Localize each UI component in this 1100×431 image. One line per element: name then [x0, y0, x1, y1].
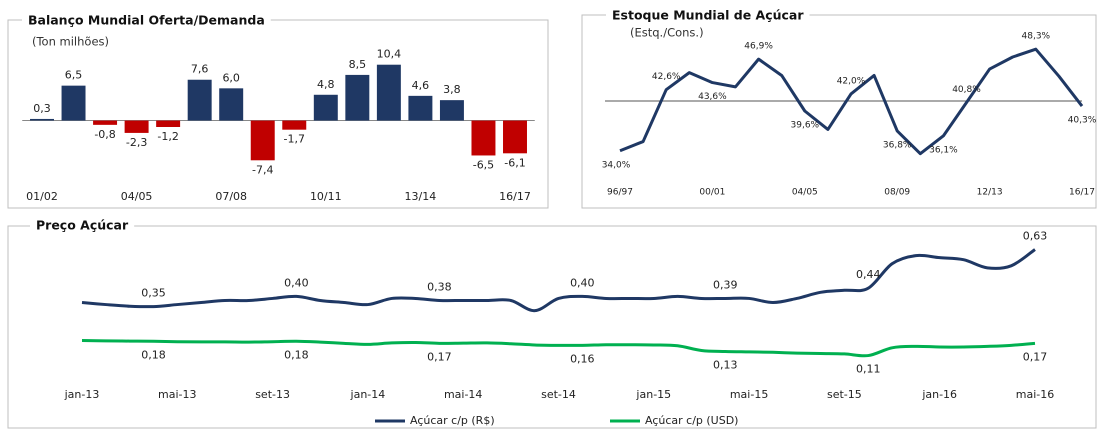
data-label: 0,39 — [713, 278, 738, 291]
line-series — [619, 47, 1084, 156]
data-label: -0,8 — [94, 128, 115, 141]
x-tick-label: set-15 — [827, 388, 862, 401]
data-label: -1,7 — [284, 133, 305, 146]
data-label: 34,0% — [602, 160, 631, 170]
chart-subtitle: (Estq./Cons.) — [630, 26, 704, 40]
data-label: 0,18 — [141, 348, 166, 361]
data-label: 0,17 — [1023, 350, 1048, 363]
bar — [219, 88, 244, 121]
data-label: 6,0 — [222, 71, 240, 84]
data-label: 10,4 — [377, 48, 402, 61]
bar — [61, 85, 86, 121]
data-label: -1,2 — [157, 130, 178, 143]
data-label: 36,1% — [929, 145, 958, 155]
bar — [30, 118, 54, 121]
bar — [313, 94, 338, 121]
data-label: 42,6% — [652, 72, 681, 82]
data-label: -6,5 — [473, 158, 494, 171]
legend-label: Açúcar c/p (USD) — [645, 414, 738, 427]
data-label: 3,8 — [443, 83, 461, 96]
data-label: -7,4 — [252, 163, 273, 176]
bar — [439, 100, 464, 121]
data-label: 0,35 — [141, 287, 166, 300]
bar — [345, 74, 370, 121]
bar — [503, 120, 527, 154]
data-label: 0,11 — [856, 363, 881, 376]
bar — [282, 120, 307, 130]
data-label: -2,3 — [126, 136, 147, 149]
x-tick-label: mai-13 — [158, 388, 196, 401]
title-background — [30, 218, 135, 234]
data-label: 48,3% — [1022, 32, 1051, 42]
panel-border — [7, 225, 1097, 429]
data-label: 40,3% — [1068, 116, 1097, 126]
chart-subtitle: (Ton milhões) — [32, 35, 109, 49]
data-label: 39,6% — [791, 121, 820, 131]
bar — [376, 64, 401, 121]
data-label: 0,38 — [427, 280, 452, 293]
data-label: 6,5 — [65, 69, 83, 82]
data-label: -6,1 — [504, 156, 525, 169]
data-label: 0,40 — [284, 276, 309, 289]
x-tick-label: 96/97 — [607, 188, 633, 198]
data-label: 40,8% — [952, 85, 981, 95]
bar — [156, 120, 181, 127]
line-series — [81, 338, 1036, 358]
x-tick-label: 04/05 — [792, 188, 818, 198]
x-tick-label: 08/09 — [884, 188, 910, 198]
panel-border — [7, 19, 549, 209]
bar — [250, 120, 275, 161]
chart-title: Balanço Mundial Oferta/Demanda — [28, 13, 265, 28]
x-tick-label: jan-16 — [921, 388, 957, 401]
line-series — [81, 248, 1036, 313]
x-tick-label: 13/14 — [405, 190, 437, 203]
x-tick-label: 16/17 — [499, 190, 531, 203]
bar — [408, 95, 433, 121]
x-tick-label: 10/11 — [310, 190, 342, 203]
data-label: 36,8% — [883, 140, 912, 150]
x-tick-label: jan-15 — [635, 388, 671, 401]
title-background — [606, 8, 810, 24]
data-label: 0,44 — [856, 268, 881, 281]
x-tick-label: set-14 — [541, 388, 576, 401]
x-tick-label: 04/05 — [121, 190, 153, 203]
bar — [124, 120, 149, 133]
data-label: 43,6% — [698, 92, 727, 102]
x-tick-label: 01/02 — [26, 190, 58, 203]
x-tick-label: jan-14 — [350, 388, 386, 401]
data-label: 7,6 — [191, 63, 209, 76]
x-tick-label: 07/08 — [215, 190, 247, 203]
data-label: 4,6 — [412, 79, 430, 92]
panel-border — [581, 14, 1097, 209]
data-label: 4,8 — [317, 78, 335, 91]
x-tick-label: mai-14 — [444, 388, 482, 401]
chart-title: Estoque Mundial de Açúcar — [612, 8, 804, 23]
bar — [471, 120, 496, 156]
x-tick-label: jan-13 — [64, 388, 100, 401]
title-background — [22, 13, 271, 29]
x-tick-label: mai-15 — [730, 388, 768, 401]
bar — [93, 120, 118, 125]
x-tick-label: 16/17 — [1069, 188, 1095, 198]
x-tick-label: 12/13 — [977, 188, 1003, 198]
data-label: 0,16 — [570, 352, 595, 365]
data-label: 0,63 — [1023, 229, 1048, 242]
data-label: 0,40 — [570, 276, 595, 289]
x-tick-label: 00/01 — [699, 188, 725, 198]
data-label: 0,13 — [713, 358, 738, 371]
data-label: 46,9% — [744, 42, 773, 52]
x-tick-label: mai-16 — [1016, 388, 1054, 401]
data-label: 0,3 — [33, 102, 51, 115]
bar — [187, 79, 212, 121]
chart-title: Preço Açúcar — [36, 218, 129, 233]
legend-label: Açúcar c/p (R$) — [410, 414, 495, 427]
data-label: 0,18 — [284, 348, 309, 361]
data-label: 42,0% — [837, 76, 866, 86]
x-tick-label: set-13 — [255, 388, 290, 401]
data-label: 0,17 — [427, 350, 452, 363]
data-label: 8,5 — [349, 58, 367, 71]
